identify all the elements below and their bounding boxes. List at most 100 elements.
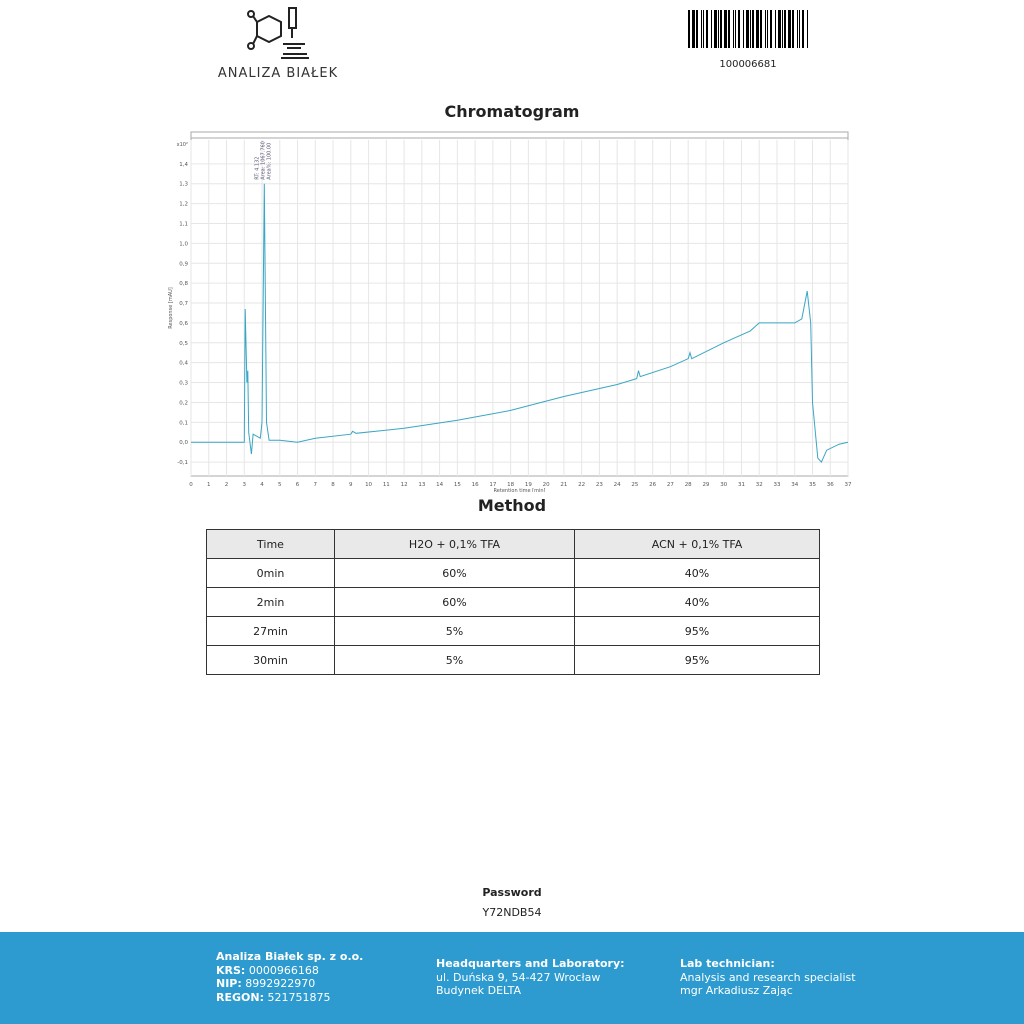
barcode-bar: [711, 10, 712, 48]
header-h2o: H2O + 0,1% TFA: [334, 529, 575, 559]
barcode-bar: [767, 10, 768, 48]
barcode-bar: [756, 10, 759, 48]
y-axis-label: Response [mAU]: [168, 287, 174, 329]
footer: Analiza Białek sp. z o.o. KRS: 000096616…: [0, 932, 1024, 1024]
company-name: Analiza Białek sp. z o.o.: [216, 950, 364, 963]
hq-title: Headquarters and Laboratory:: [436, 957, 625, 970]
x-tick-label: 20: [543, 482, 550, 488]
barcode-bar: [770, 10, 772, 48]
barcode-bar: [750, 10, 751, 48]
barcode-bar: [788, 10, 791, 48]
nip-value: 8992922970: [245, 977, 316, 990]
y-tick-label: 0,5: [179, 341, 188, 347]
y-tick-label: 1,1: [179, 222, 188, 228]
barcode-number: 100006681: [719, 59, 777, 70]
x-tick-label: 16: [472, 482, 479, 488]
x-tick-label: 14: [436, 482, 443, 488]
tech-name: mgr Arkadiusz Zając: [680, 984, 793, 997]
y-tick-label: 0,4: [179, 361, 188, 367]
chromatogram-chart: 0 1 2 3 4 5 6 7 8 9 10 11 12 13 14 15 16 17 18 19 20 21 22 23 24…: [168, 131, 852, 492]
x-tick-label: 11: [383, 482, 390, 488]
y-tick-label: 0,0: [179, 440, 188, 446]
barcode-bar: [746, 10, 749, 48]
cell: 40%: [574, 587, 820, 617]
barcode-bar: [728, 10, 730, 48]
barcode-bar: [807, 10, 808, 48]
barcode-bar: [724, 10, 727, 48]
x-tick-label: 3: [243, 482, 247, 488]
chart-title: Chromatogram: [444, 102, 580, 121]
y-tick-label: 0,1: [179, 420, 188, 426]
x-tick-label: 6: [296, 482, 300, 488]
x-tick-label: 25: [631, 482, 638, 488]
hq-address: ul. Duńska 9, 54-427 Wrocław: [436, 970, 601, 984]
x-tick-label: 10: [365, 482, 372, 488]
x-tick-label: 30: [720, 482, 727, 488]
x-tick-label: 22: [578, 482, 585, 488]
x-tick-label: 37: [845, 482, 852, 488]
header-time: Time: [206, 529, 335, 559]
barcode-bar: [714, 10, 717, 48]
barcode-bar: [688, 10, 690, 48]
barcode-bar: [782, 10, 783, 48]
x-tick-label: 34: [791, 482, 798, 488]
logo: ANALIZA BIAŁEK: [216, 4, 340, 81]
x-tick-label: 31: [738, 482, 745, 488]
y-tick-label: 1,3: [179, 182, 188, 188]
barcode-bar: [792, 10, 794, 48]
barcode-bar: [778, 10, 781, 48]
barcode-bar: [738, 10, 740, 48]
x-tick-label: 21: [560, 482, 567, 488]
x-tick-label: 19: [525, 482, 532, 488]
barcode-bar: [765, 10, 766, 48]
x-tick-label: 5: [278, 482, 282, 488]
table-row: 2min 60% 40%: [206, 587, 820, 617]
barcode-bar: [733, 10, 734, 48]
x-tick-label: 29: [702, 482, 709, 488]
y-tick-label: 0,7: [179, 301, 188, 307]
method-table: Time H2O + 0,1% TFA ACN + 0,1% TFA 0min 6…: [206, 529, 820, 675]
y-tick-label: 0,2: [179, 400, 188, 406]
y-tick-label: 0,3: [179, 381, 188, 387]
x-tick-label: 33: [773, 482, 780, 488]
chromatogram-trace: [191, 183, 849, 464]
header-acn: ACN + 0,1% TFA: [574, 529, 820, 559]
barcode-bar: [706, 10, 708, 48]
x-tick-label: 36: [827, 482, 834, 488]
cell: 5%: [334, 616, 575, 646]
peak-annotation: RT: 4.132: [254, 157, 260, 180]
tech-role: Analysis and research specialist: [680, 970, 856, 984]
table-row: 0min 60% 40%: [206, 558, 820, 588]
barcode-bar: [752, 10, 754, 48]
cell: 95%: [574, 645, 820, 675]
peak-annotation: Area%: 100.00: [266, 143, 272, 180]
x-tick-label: 26: [649, 482, 656, 488]
y-tick-label: 0,6: [179, 321, 188, 327]
cell: 30min: [206, 645, 335, 675]
barcode-bar: [720, 10, 722, 48]
table-row: 30min 5% 95%: [206, 645, 820, 675]
cell: 60%: [334, 558, 575, 588]
barcode-bar: [696, 10, 698, 48]
x-tick-label: 24: [614, 482, 621, 488]
x-tick-label: 32: [756, 482, 763, 488]
x-tick-label: 4: [260, 482, 264, 488]
cell: 60%: [334, 587, 575, 617]
cell: 5%: [334, 645, 575, 675]
krs-label: KRS:: [216, 963, 246, 977]
x-tick-label: 9: [349, 482, 353, 488]
x-tick-label: 0: [189, 482, 193, 488]
x-tick-label: 2: [225, 482, 229, 488]
regon-value: 521751875: [267, 990, 331, 1004]
x-tick-label: 27: [667, 482, 674, 488]
y-tick-label: 1,0: [179, 241, 188, 247]
logo-text: ANALIZA BIAŁEK: [217, 66, 339, 81]
cell: 40%: [574, 558, 820, 588]
x-tick-label: 7: [314, 482, 318, 488]
x-tick-label: 15: [454, 482, 461, 488]
y-tick-label: -0,1: [177, 460, 188, 466]
y-tick-label: 0,8: [179, 281, 188, 287]
nip-label: NIP:: [216, 977, 242, 990]
barcode-bar: [775, 10, 776, 48]
krs-value: 0000966168: [248, 963, 319, 977]
